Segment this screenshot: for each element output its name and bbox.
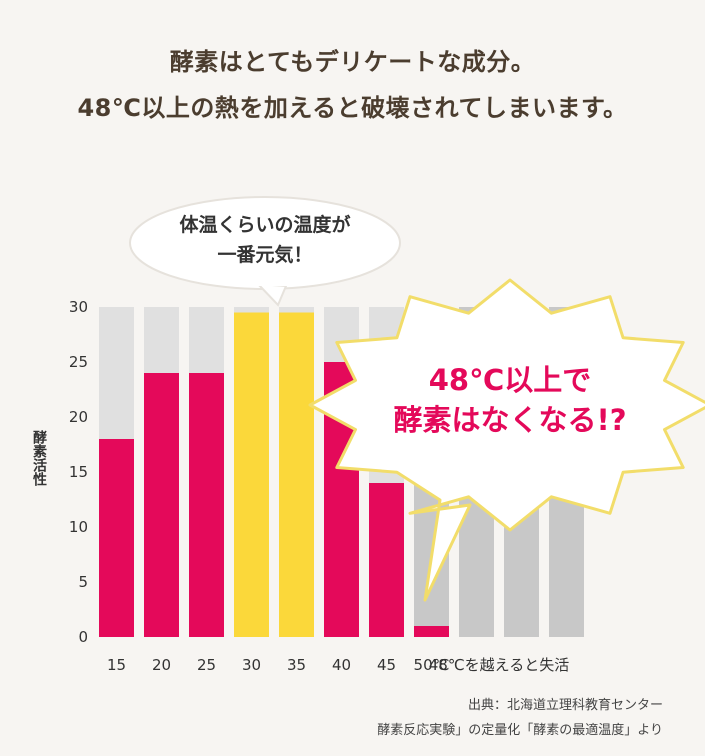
y-tick-label: 25 <box>69 353 88 371</box>
y-tick-label: 20 <box>69 408 88 426</box>
burst-callout-text: 48℃以上で 酵素はなくなる!? <box>370 360 650 440</box>
y-axis-label: 酵素活性 <box>31 430 47 486</box>
headline-line-1: 酵素はとてもデリケートな成分。 <box>169 48 536 76</box>
x-tick-label: 30 <box>242 656 261 674</box>
x-tick-label: 50℃ <box>414 656 450 674</box>
burst-line-1: 48℃以上で <box>428 363 592 397</box>
speech-bubble-line-2: 一番元気！ <box>217 244 313 266</box>
x-tick-label: 35 <box>287 656 306 674</box>
burst-callout <box>308 278 705 602</box>
source-line-2: 酵素反応実験」の定量化「酵素の最適温度」より <box>377 723 663 738</box>
x-axis-note: 48℃を越えると失活 <box>429 656 569 674</box>
x-tick-label: 20 <box>152 656 171 674</box>
y-tick-label: 5 <box>78 573 88 591</box>
headline-line-2: 48℃以上の熱を加えると破壊されてしまいます。 <box>77 94 628 122</box>
y-axis-ticks: 0 5 10 15 20 25 30 <box>69 298 88 646</box>
x-axis-ticks: 15 20 25 30 35 40 45 50℃48℃を越えると失活 <box>107 656 569 674</box>
bar <box>369 483 404 637</box>
speech-bubble <box>129 196 401 307</box>
x-tick-label: 25 <box>197 656 216 674</box>
speech-bubble-text: 体温くらいの温度が 一番元気！ <box>135 210 395 270</box>
y-tick-label: 10 <box>69 518 88 536</box>
bar <box>414 626 449 637</box>
bar <box>279 312 314 637</box>
x-tick-label: 15 <box>107 656 126 674</box>
x-tick-label: 40 <box>332 656 351 674</box>
x-tick-label: 45 <box>377 656 396 674</box>
bar <box>99 439 134 637</box>
bar <box>189 373 224 637</box>
bar <box>144 373 179 637</box>
burst-line-2: 酵素はなくなる!? <box>393 403 627 437</box>
y-tick-label: 30 <box>69 298 88 316</box>
source-line-1: 出典：北海道立理科教育センター <box>467 698 663 713</box>
bar <box>234 312 269 637</box>
speech-bubble-line-1: 体温くらいの温度が <box>179 214 351 236</box>
y-tick-label: 0 <box>78 628 88 646</box>
y-tick-label: 15 <box>69 463 88 481</box>
